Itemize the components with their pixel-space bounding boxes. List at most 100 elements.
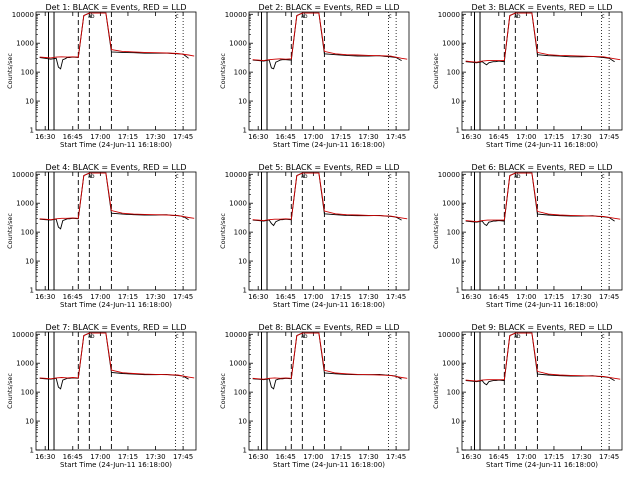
series-line-lld [252,172,408,222]
event-marker-label: a [301,333,305,340]
event-marker-label: c [175,13,178,20]
series-line-lld [465,12,621,63]
event-marker-label: a [514,333,518,340]
event-marker-label: c [175,333,178,340]
x-tick-label: 17:00 [303,133,323,141]
y-tick-label: 10 [451,258,460,266]
x-tick-label: 16:45 [276,293,296,301]
panel-det-9: Det 9: BLACK = Events, RED = LLD 1 10 100 10… [432,323,623,469]
x-axis-label: Start Time (24-Jun-11 16:18:00) [486,461,598,469]
event-marker-label: c [388,173,391,180]
y-tick-label: 1 [243,447,247,455]
event-marker-label: b [304,173,308,180]
x-tick-label: 17:30 [145,453,165,461]
y-tick-label: 100 [234,389,247,397]
x-tick-label: 17:30 [145,293,165,301]
plot-frame [461,331,623,451]
series-line-lld [39,12,195,59]
x-tick-label: 17:30 [571,453,591,461]
x-tick-label: 17:30 [571,133,591,141]
y-tick-label: 10000 [438,11,460,19]
x-tick-label: 16:45 [276,133,296,141]
y-tick-label: 100 [234,69,247,77]
x-tick-label: 17:15 [118,133,138,141]
y-tick-label: 10000 [438,331,460,339]
y-tick-label: 1000 [229,40,247,48]
x-tick-label: 17:15 [544,133,564,141]
panel-det-2: Det 2: BLACK = Events, RED = LLD 1 10 100 10… [219,3,410,149]
event-marker-label: b [517,173,521,180]
plot-frame [35,171,197,291]
x-axis-label: Start Time (24-Jun-11 16:18:00) [60,461,172,469]
event-marker-label: c [601,13,604,20]
y-tick-label: 10000 [12,11,34,19]
x-tick-label: 17:00 [303,293,323,301]
y-tick-label: 100 [21,69,34,77]
y-axis-label: Counts/sec [432,213,440,249]
series-line-events [465,12,615,66]
y-tick-label: 100 [21,229,34,237]
y-tick-label: 10 [238,98,247,106]
y-tick-label: 10 [25,98,34,106]
event-marker-label: c [175,173,178,180]
y-tick-label: 10 [451,418,460,426]
series-line-events [252,12,402,70]
x-tick-label: 17:45 [599,293,619,301]
y-tick-label: 1000 [229,200,247,208]
x-tick-label: 16:30 [35,293,55,301]
chart-title: Det 9: BLACK = Events, RED = LLD [472,323,613,332]
y-tick-label: 10000 [225,171,247,179]
x-tick-label: 17:15 [118,453,138,461]
plot-frame [35,331,197,451]
x-tick-label: 17:00 [90,453,110,461]
y-axis-label: Counts/sec [432,53,440,89]
y-tick-label: 1000 [16,200,34,208]
event-marker-label: c [388,333,391,340]
series-line-events [465,332,615,386]
y-tick-label: 10000 [12,171,34,179]
event-marker-label: a [301,13,305,20]
x-axis-label: Start Time (24-Jun-11 16:18:00) [60,301,172,309]
event-marker-label: a [514,13,518,20]
plot-frame [35,11,197,131]
x-tick-label: 17:15 [331,453,351,461]
y-tick-label: 1000 [16,40,34,48]
y-tick-label: 100 [447,69,460,77]
y-tick-label: 1000 [442,200,460,208]
event-marker-label: b [91,13,95,20]
series-line-events [465,172,615,227]
x-tick-label: 16:30 [35,453,55,461]
x-tick-label: 16:30 [248,133,268,141]
x-tick-label: 16:45 [63,293,83,301]
chart-title: Det 4: BLACK = Events, RED = LLD [46,163,187,172]
chart-title: Det 8: BLACK = Events, RED = LLD [259,323,400,332]
x-axis-label: Start Time (24-Jun-11 16:18:00) [486,301,598,309]
y-tick-label: 1000 [229,360,247,368]
y-tick-label: 1000 [442,360,460,368]
y-tick-label: 1 [456,287,460,295]
y-tick-label: 10000 [438,171,460,179]
x-tick-label: 17:00 [516,453,536,461]
y-tick-label: 1 [243,287,247,295]
y-tick-label: 1 [30,127,34,135]
y-tick-label: 10 [25,258,34,266]
event-marker-label: a [301,173,305,180]
x-tick-label: 16:30 [35,133,55,141]
y-tick-label: 1 [30,287,34,295]
series-line-lld [465,172,621,223]
y-tick-label: 100 [234,229,247,237]
panel-det-6: Det 6: BLACK = Events, RED = LLD 1 10 100 10… [432,163,623,309]
x-tick-label: 17:00 [516,293,536,301]
chart-title: Det 2: BLACK = Events, RED = LLD [259,3,400,12]
y-tick-label: 10000 [225,11,247,19]
x-tick-label: 17:00 [516,133,536,141]
x-tick-label: 17:45 [386,133,406,141]
x-axis-label: Start Time (24-Jun-11 16:18:00) [486,141,598,149]
y-tick-label: 10 [25,418,34,426]
y-tick-label: 100 [447,229,460,237]
x-axis-label: Start Time (24-Jun-11 16:18:00) [273,301,385,309]
x-tick-label: 17:00 [90,293,110,301]
series-line-lld [39,332,195,380]
event-marker-label: b [91,173,95,180]
x-tick-label: 16:45 [63,133,83,141]
